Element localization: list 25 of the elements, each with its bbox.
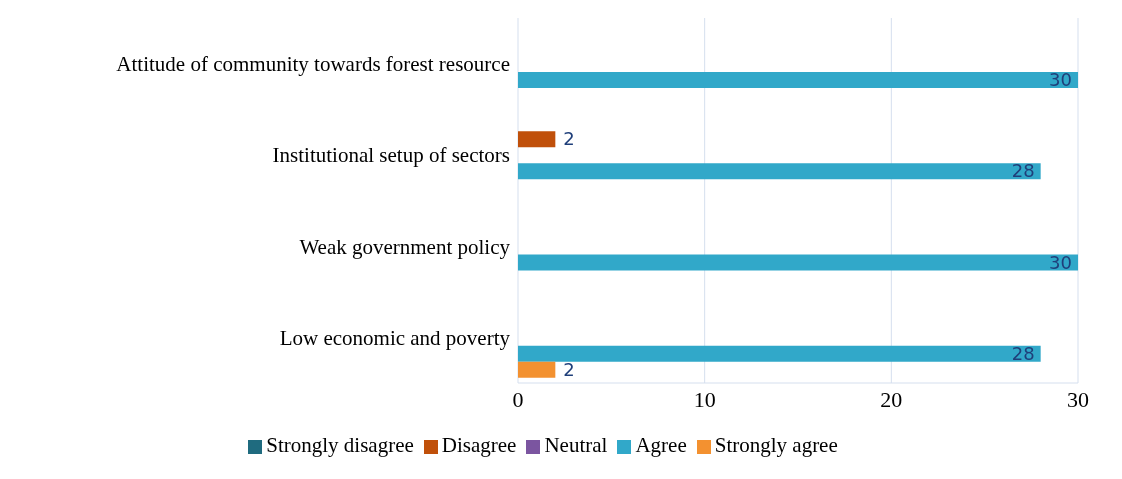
x-tick-label: 10 <box>693 386 716 412</box>
data-label: 28 <box>1011 160 1035 182</box>
bar <box>518 345 1041 362</box>
legend-label: Strongly disagree <box>266 433 414 457</box>
bar <box>518 131 556 148</box>
legend-label: Neutral <box>544 433 608 457</box>
data-label: 2 <box>563 128 575 150</box>
y-tick-label: Low economic and poverty <box>279 325 511 350</box>
legend-label: Strongly agree <box>714 433 838 457</box>
data-label: 28 <box>1011 342 1035 364</box>
bar <box>518 254 1078 271</box>
x-tick-label: 30 <box>1067 386 1089 412</box>
data-label: 2 <box>563 358 575 380</box>
x-tick-label: 0 <box>512 386 524 412</box>
bar <box>518 72 1078 88</box>
data-label: 30 <box>1049 251 1072 273</box>
legend-label: Agree <box>635 433 687 457</box>
y-tick-label: Attitude of community towards forest resource <box>116 52 510 77</box>
x-tick-label: 20 <box>880 386 903 412</box>
bar <box>518 163 1041 180</box>
y-tick-label: Institutional setup of sectors <box>272 143 510 168</box>
y-tick-label: Weak government policy <box>299 234 511 259</box>
bar <box>518 361 556 378</box>
legend-label: Disagree <box>441 433 517 457</box>
data-label: 30 <box>1049 69 1072 90</box>
